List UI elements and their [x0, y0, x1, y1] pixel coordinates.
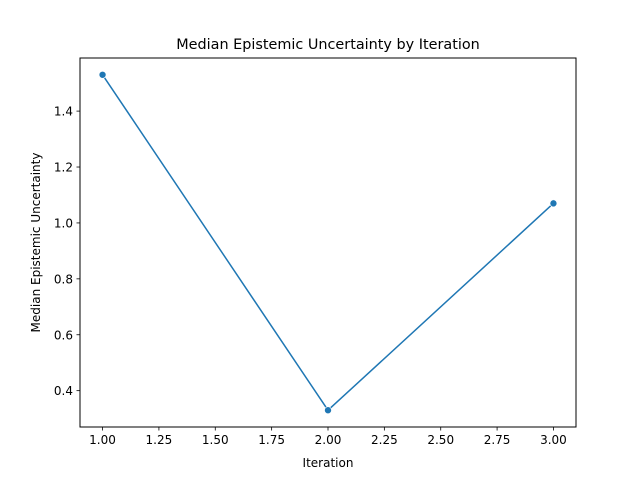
chart-title: Median Epistemic Uncertainty by Iteratio… [176, 37, 480, 53]
y-tick-label: 1.2 [54, 161, 73, 175]
y-tick-label: 0.4 [54, 384, 73, 398]
series-layer [98, 70, 558, 415]
y-tick-label: 1.0 [54, 216, 73, 230]
plot-area [79, 57, 577, 428]
x-axis: 1.00 1.25 1.50 1.75 2.00 2.25 2.50 2.75 3.00 [89, 427, 567, 447]
x-tick-label: 1.50 [202, 433, 229, 447]
data-point [324, 406, 332, 415]
x-tick-label: 1.00 [89, 433, 116, 447]
y-axis-label: Median Epistemic Uncertainty [29, 153, 43, 333]
x-tick-label: 3.00 [540, 433, 567, 447]
x-tick-label: 1.75 [258, 433, 285, 447]
x-tick-label: 2.00 [315, 433, 342, 447]
y-axis: 0.4 0.6 0.8 1.0 1.2 1.4 [54, 105, 80, 398]
x-axis-label: Iteration [303, 456, 354, 470]
series-line [101, 74, 554, 412]
data-point [549, 199, 558, 208]
plot-frame [79, 57, 577, 428]
x-tick-label: 2.50 [427, 433, 454, 447]
x-tick-label: 2.25 [371, 433, 398, 447]
y-tick-label: 1.4 [54, 105, 73, 119]
x-tick-label: 2.75 [484, 433, 511, 447]
y-tick-label: 0.8 [54, 272, 73, 286]
x-tick-label: 1.25 [146, 433, 173, 447]
data-point [98, 70, 107, 79]
y-tick-label: 0.6 [54, 328, 73, 342]
